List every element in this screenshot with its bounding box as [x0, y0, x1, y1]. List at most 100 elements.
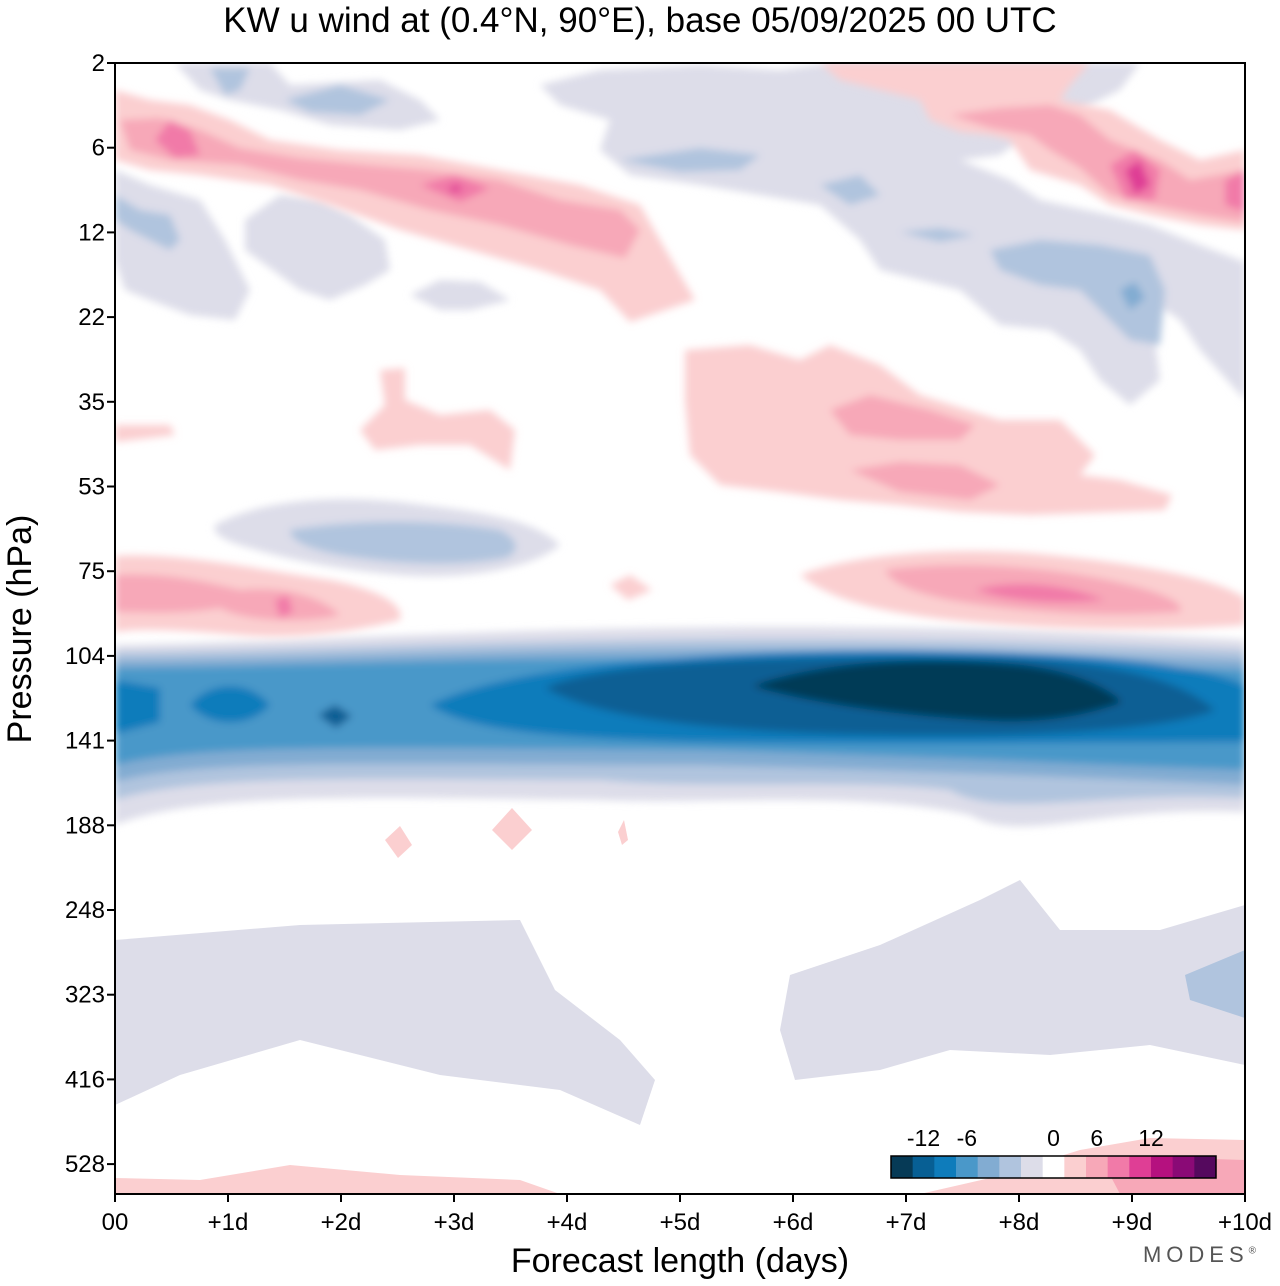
x-tick-label: +7d: [886, 1209, 927, 1236]
jet-band-6-node: [318, 705, 352, 728]
y-tick-label: 104: [65, 643, 105, 670]
westerly-upper-max-1: [155, 120, 200, 158]
x-tick-label: +10d: [1218, 1209, 1272, 1236]
y-tick-label: 6: [92, 135, 105, 162]
colorbar-label: 0: [1047, 1125, 1060, 1151]
colorbar-label: 12: [1138, 1125, 1164, 1151]
x-axis-title: Forecast length (days): [511, 1242, 849, 1280]
y-tick-label: 22: [78, 304, 105, 331]
brand-text: MODES: [1142, 1242, 1249, 1267]
colorbar-swatch: [956, 1156, 979, 1178]
colorbar-swatch: [1086, 1156, 1109, 1178]
colorbar-swatch: [1042, 1156, 1065, 1178]
westerly-layer-40hpa: [115, 345, 1172, 515]
westerly-40-core: [830, 395, 975, 440]
westerly-upper-max-2-center: [448, 184, 463, 193]
easterly-upper-top-core-2: [285, 85, 390, 115]
y-tick-label: 12: [78, 219, 105, 246]
westerly-upper-top-east-core: [950, 105, 1245, 222]
x-axis: 00 +1d +2d +3d +4d +5d +6d +7d +8d +9d +10d: [102, 1194, 1272, 1236]
westerly-blob-2: [492, 808, 532, 850]
x-tick-label: +9d: [1112, 1209, 1153, 1236]
easterly-65-core: [290, 521, 516, 564]
y-tick-label: 188: [65, 812, 105, 839]
colorbar-swatch: [977, 1156, 1000, 1178]
easterly-region-lower-core: [1185, 950, 1245, 1018]
colorbar-label: -6: [957, 1125, 977, 1151]
x-tick-label: +2d: [321, 1209, 362, 1236]
westerly-region-surface-west: [115, 1165, 560, 1194]
westerly-40-edge: [115, 425, 175, 442]
easterly-upper-east-max: [1120, 282, 1145, 310]
x-tick-label: +4d: [547, 1209, 588, 1236]
y-tick-label: 141: [65, 728, 105, 755]
easterly-upper-east-core-1: [620, 148, 760, 172]
westerly-upper: [115, 63, 1245, 322]
westerly-50-core: [850, 462, 1000, 500]
easterly-upper-patch: [410, 280, 510, 310]
westerly-layer-85hpa: [115, 551, 1245, 637]
jet-band-5-west: [115, 680, 160, 734]
easterly-upper-top-core: [210, 68, 250, 95]
y-tick-label: 528: [65, 1151, 105, 1178]
westerly-upper-top-east-max-2: [1125, 160, 1150, 195]
westerly-upper-band: [115, 90, 695, 322]
x-tick-label: +3d: [434, 1209, 475, 1236]
westerly-85-isolated: [610, 575, 652, 600]
colorbar-label: 6: [1090, 1125, 1103, 1151]
easterly-upper-mid: [245, 195, 390, 300]
brand-logo: MODES®: [1143, 1242, 1256, 1268]
westerly-85-east-max: [975, 584, 1105, 603]
jet-band-7: [752, 660, 1122, 722]
y-tick-label: 53: [78, 474, 105, 501]
westerly-40-west: [360, 368, 515, 470]
y-tick-label: 35: [78, 389, 105, 416]
y-tick-label: 248: [65, 897, 105, 924]
easterly-upper-east: [540, 63, 1245, 405]
colorbar-label: -12: [907, 1125, 940, 1151]
easterly-upper-east-core-4: [900, 228, 975, 242]
x-tick-label: +6d: [773, 1209, 814, 1236]
x-tick-label: +5d: [660, 1209, 701, 1236]
colorbar-swatch: [934, 1156, 957, 1178]
westerly-blob-1: [385, 826, 412, 858]
colorbar-swatch: [1194, 1156, 1217, 1178]
colorbar: -12 -6 0 6 12: [890, 1125, 1217, 1179]
easterly-upper-west-core: [115, 195, 180, 250]
colorbar-swatch: [891, 1156, 914, 1178]
easterly-upper-east-core-3: [990, 240, 1165, 345]
colorbar-swatch: [1172, 1156, 1195, 1178]
colorbar-swatch: [1129, 1156, 1152, 1178]
easterly-upper-west: [115, 170, 250, 320]
colorbar-swatch: [999, 1156, 1022, 1178]
easterly-region-lower-west: [115, 920, 655, 1125]
y-axis-title: Pressure (hPa): [1, 515, 39, 744]
colorbar-swatch: [912, 1156, 935, 1178]
y-tick-label: 323: [65, 982, 105, 1009]
easterly-jet: [115, 626, 1245, 827]
x-tick-label: +8d: [999, 1209, 1040, 1236]
westerly-blob-3: [618, 820, 628, 845]
y-tick-label: 2: [92, 50, 105, 77]
y-tick-label: 416: [65, 1066, 105, 1093]
colorbar-swatch: [1151, 1156, 1174, 1178]
easterly-layer-65hpa: [214, 499, 560, 577]
chart-title: KW u wind at (0.4°N, 90°E), base 05/09/2…: [223, 1, 1057, 40]
colorbar-swatch: [1021, 1156, 1044, 1178]
westerly-upper-band-core: [120, 118, 640, 258]
y-tick-label: 75: [78, 558, 105, 585]
x-tick-label: 00: [102, 1209, 129, 1236]
easterly-region-lower-east: [780, 880, 1245, 1080]
jet-band-5-mid: [190, 686, 270, 723]
registered-mark: ®: [1248, 1245, 1256, 1257]
easterly-upper: [115, 63, 1245, 405]
y-axis: 2 6 12 22 35 53 75 104 141 188 248 323 416 528: [65, 50, 115, 1178]
westerly-85-west-max: [275, 595, 293, 618]
colorbar-swatch: [1064, 1156, 1087, 1178]
westerly-upper-east-edge: [1225, 170, 1245, 212]
easterly-upper-east-core-2: [820, 175, 880, 205]
x-tick-label: +1d: [208, 1209, 249, 1236]
colorbar-swatch: [1107, 1156, 1130, 1178]
colorbar-frame: [890, 1155, 1217, 1179]
